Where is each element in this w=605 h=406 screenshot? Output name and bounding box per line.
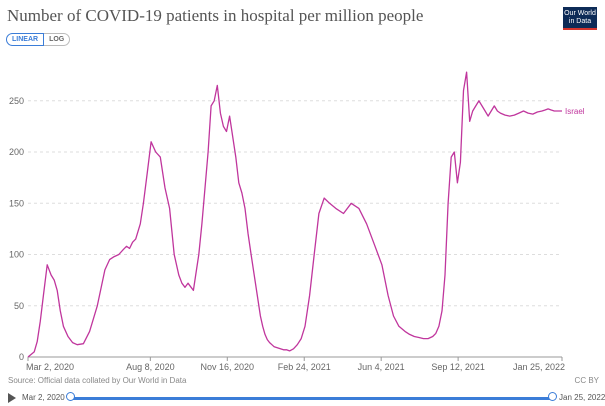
logo-line-1: Our World <box>564 10 596 17</box>
x-tick-label: Jan 25, 2022 <box>513 362 565 372</box>
owid-logo[interactable]: Our World in Data <box>563 7 597 30</box>
x-tick-label: Sep 12, 2021 <box>431 362 485 372</box>
line-chart: 0 50 100 150 200 250 Mar 2, 2020 Aug 8, 2020 Nov… <box>9 71 585 372</box>
timeline: Mar 2, 2020 Jan 25, 2022 <box>0 391 605 406</box>
timeline-start-label: Mar 2, 2020 <box>22 393 65 402</box>
y-tick-label: 100 <box>9 250 24 260</box>
x-tick-label: Feb 24, 2021 <box>278 362 331 372</box>
log-scale-button[interactable]: LOG <box>44 33 71 46</box>
y-tick-label: 200 <box>9 147 24 157</box>
timeline-end-label: Jan 25, 2022 <box>559 393 605 402</box>
linear-scale-button[interactable]: LINEAR <box>6 33 45 46</box>
play-icon[interactable] <box>8 393 16 403</box>
x-tick-label: Aug 8, 2020 <box>126 362 175 372</box>
source-note: Source: Official data collated by Our Wo… <box>8 376 187 385</box>
scale-toggle: LINEAR LOG <box>6 33 71 46</box>
x-tick-label: Jun 4, 2021 <box>358 362 405 372</box>
y-tick-label: 150 <box>9 198 24 208</box>
x-tick-label: Nov 16, 2020 <box>201 362 255 372</box>
y-tick-label: 250 <box>9 96 24 106</box>
timeline-start-handle[interactable] <box>66 392 75 401</box>
timeline-track[interactable] <box>70 397 553 400</box>
series-label: Israel <box>565 107 585 116</box>
series-line-israel <box>27 71 562 358</box>
y-tick-label: 50 <box>14 301 24 311</box>
license-note[interactable]: CC BY <box>574 376 599 385</box>
x-tick-label: Mar 2, 2020 <box>26 362 74 372</box>
chart-title: Number of COVID-19 patients in hospital … <box>7 6 424 25</box>
y-tick-label: 0 <box>19 352 24 362</box>
timeline-end-handle[interactable] <box>548 392 557 401</box>
logo-line-2: in Data <box>568 18 592 25</box>
logo-bar <box>563 28 597 30</box>
